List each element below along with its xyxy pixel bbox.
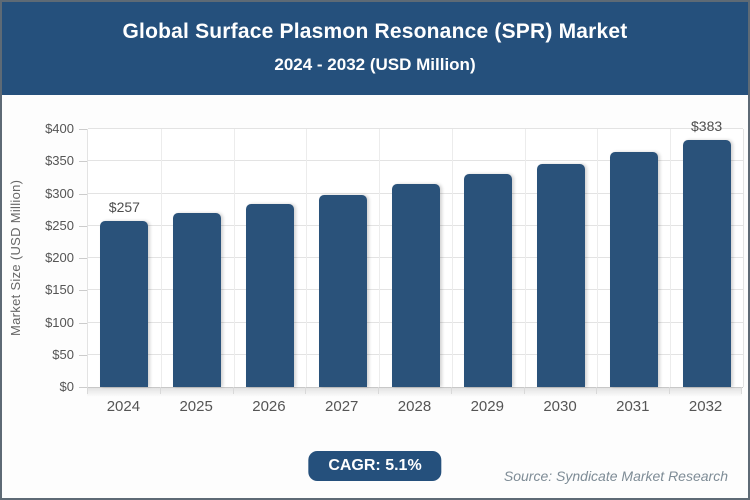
x-tick-label: 2030 [543, 398, 577, 415]
y-tick-mark [79, 290, 87, 292]
bar-value-label: $383 [691, 117, 723, 134]
bar-2032 [682, 139, 731, 387]
chart-header: Global Surface Plasmon Resonance (SPR) M… [2, 2, 748, 95]
y-tick-label: $300 [45, 185, 74, 201]
y-tick-label: $50 [52, 346, 74, 362]
h-gridline [88, 387, 743, 388]
v-gridline [379, 129, 381, 387]
bar-2027 [318, 194, 367, 387]
x-tick-label: 2031 [616, 398, 650, 415]
y-tick-label: $150 [45, 282, 74, 298]
plot-area: $257 $383 [87, 118, 744, 388]
bar-2028 [391, 184, 440, 387]
h-gridline [88, 160, 743, 162]
x-tick-label: 2027 [325, 398, 359, 415]
y-tick-label: $200 [45, 250, 74, 265]
chart-subtitle: 2024 - 2032 (USD Million) [274, 55, 476, 74]
v-gridline [524, 129, 526, 387]
y-tick-mark [79, 193, 87, 195]
source-credit: Source: Syndicate Market Research [503, 468, 728, 484]
x-tick-label: 2028 [397, 398, 432, 415]
x-tick-label: 2026 [252, 398, 286, 415]
h-gridline [88, 128, 743, 129]
bar-value-label: $257 [108, 199, 140, 216]
y-tick-mark [79, 161, 87, 163]
x-tick-label: 2025 [179, 398, 213, 415]
y-tick-label: $250 [45, 217, 74, 233]
y-tick-mark [79, 225, 87, 227]
x-tick-mark [87, 387, 88, 394]
x-tick-mark [523, 387, 525, 394]
bar-2024 [100, 221, 149, 387]
x-tick-mark [159, 387, 161, 394]
v-gridline [597, 129, 599, 387]
x-tick-mark [596, 387, 598, 394]
x-tick-mark [450, 387, 452, 394]
bar-2030 [537, 163, 586, 387]
y-tick-label: $350 [45, 153, 74, 169]
y-tick-label: $0 [59, 379, 74, 394]
v-gridline [670, 129, 672, 387]
x-tick-mark [378, 387, 380, 394]
x-tick-mark [669, 387, 671, 394]
y-tick-label: $100 [45, 314, 74, 330]
bar-2025 [173, 212, 222, 387]
x-tick-mark [232, 387, 234, 394]
v-gridline [306, 129, 308, 387]
y-tick-label: $400 [45, 121, 74, 136]
y-tick-mark [79, 258, 87, 259]
y-tick-mark [79, 354, 87, 356]
y-tick-mark [79, 322, 87, 324]
bar-2026 [245, 203, 294, 387]
v-gridline [233, 129, 235, 387]
chart-title: Global Surface Plasmon Resonance (SPR) M… [122, 20, 628, 43]
x-tick-mark [305, 387, 307, 394]
plot-bottom-shadow [87, 388, 742, 397]
x-tick-mark [741, 387, 742, 394]
y-tick-mark [79, 129, 87, 130]
x-tick-label: 2032 [688, 398, 723, 415]
y-tick-mark [79, 387, 87, 388]
cagr-badge: CAGR: 5.1% [308, 451, 442, 481]
v-gridline [160, 129, 162, 387]
v-gridline [451, 129, 453, 387]
bar-2029 [464, 174, 513, 387]
x-tick-label: 2029 [470, 398, 504, 415]
bar-2031 [609, 152, 658, 387]
x-tick-label: 2024 [106, 398, 141, 415]
